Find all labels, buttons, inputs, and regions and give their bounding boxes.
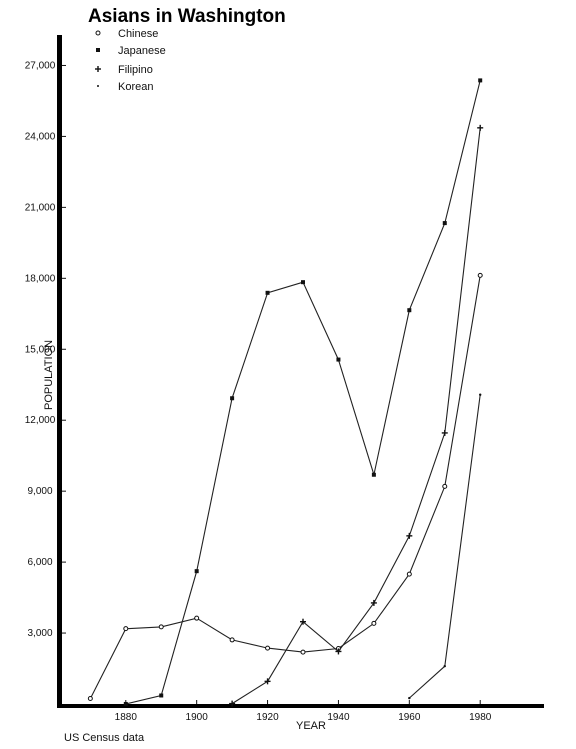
data-point-filipino — [370, 599, 377, 606]
data-point-korean — [408, 696, 411, 700]
data-point-japanese — [478, 78, 483, 83]
series-line-japanese — [125, 80, 481, 705]
y-tick-label: 24,000 — [25, 131, 56, 142]
y-axis-ticks: 3,000 6,000 9,000 12,000 15,000 18,000 21,000 2… — [25, 60, 66, 639]
data-point-filipino — [406, 532, 413, 539]
legend-label-japanese: Japanese — [118, 45, 166, 57]
data-point-chinese — [371, 620, 377, 626]
data-point-filipino — [264, 678, 271, 685]
data-point-filipino — [441, 429, 448, 436]
y-tick-label: 21,000 — [25, 202, 56, 213]
x-axis-title: YEAR — [296, 720, 326, 732]
y-tick-label: 27,000 — [25, 60, 56, 71]
x-tick-label: 1940 — [327, 712, 350, 723]
series-line-filipino — [231, 127, 481, 705]
data-point-chinese — [229, 637, 235, 643]
x-tick-label: 1900 — [186, 712, 209, 723]
series-layer — [87, 78, 484, 707]
x-axis-ticks: 1880 1900 1920 1940 1960 1980 — [115, 700, 492, 723]
series-chinese — [87, 272, 483, 701]
data-point-chinese — [406, 571, 412, 577]
data-point-japanese — [407, 308, 412, 313]
data-point-korean — [479, 393, 482, 396]
data-point-japanese — [336, 357, 341, 362]
legend-marker-korean — [97, 85, 99, 87]
data-point-chinese — [123, 626, 129, 632]
data-point-japanese — [159, 693, 164, 698]
series-japanese — [123, 78, 483, 706]
data-point-japanese — [301, 280, 305, 285]
data-point-japanese — [442, 221, 447, 226]
data-point-japanese — [265, 290, 270, 295]
data-point-korean — [443, 664, 446, 668]
x-tick-label: 1980 — [469, 712, 492, 723]
legend-label-chinese: Chinese — [118, 28, 158, 40]
x-tick-label: 1960 — [398, 712, 421, 723]
chart-title: Asians in Washington — [88, 6, 286, 27]
y-axis-title: POPULATION — [43, 340, 55, 410]
data-point-japanese — [123, 701, 128, 706]
data-point-chinese — [442, 483, 448, 489]
data-point-filipino — [300, 618, 306, 625]
x-tick-label: 1880 — [115, 712, 138, 723]
y-axis-line — [57, 35, 62, 708]
y-tick-label: 6,000 — [27, 557, 52, 568]
data-point-chinese — [265, 645, 271, 651]
y-tick-label: 15,000 — [25, 344, 56, 355]
y-tick-label: 12,000 — [25, 415, 56, 426]
legend-marker-japanese — [96, 48, 100, 52]
legend: Chinese Japanese Filipino Korean — [95, 28, 166, 93]
data-point-chinese — [477, 272, 483, 278]
y-tick-label: 3,000 — [27, 628, 52, 639]
data-point-chinese — [87, 695, 93, 701]
data-point-japanese — [194, 569, 199, 574]
series-line-chinese — [89, 275, 481, 699]
data-point-filipino — [335, 648, 342, 655]
legend-marker-filipino — [95, 66, 101, 72]
data-point-chinese — [194, 615, 200, 621]
x-tick-label: 1920 — [256, 712, 279, 723]
legend-label-korean: Korean — [118, 81, 153, 93]
series-filipino — [229, 124, 484, 707]
legend-label-filipino: Filipino — [118, 64, 153, 76]
series-korean — [408, 393, 482, 700]
data-point-chinese — [158, 624, 164, 630]
data-point-japanese — [230, 396, 235, 401]
data-point-filipino — [229, 700, 236, 707]
x-axis-line — [57, 704, 544, 708]
y-tick-label: 18,000 — [25, 273, 56, 284]
source-note: US Census data — [64, 732, 145, 744]
data-point-japanese — [371, 472, 376, 477]
y-tick-label: 9,000 — [27, 486, 52, 497]
data-point-filipino — [477, 124, 484, 131]
data-point-chinese — [300, 649, 306, 655]
legend-marker-chinese — [95, 30, 101, 36]
